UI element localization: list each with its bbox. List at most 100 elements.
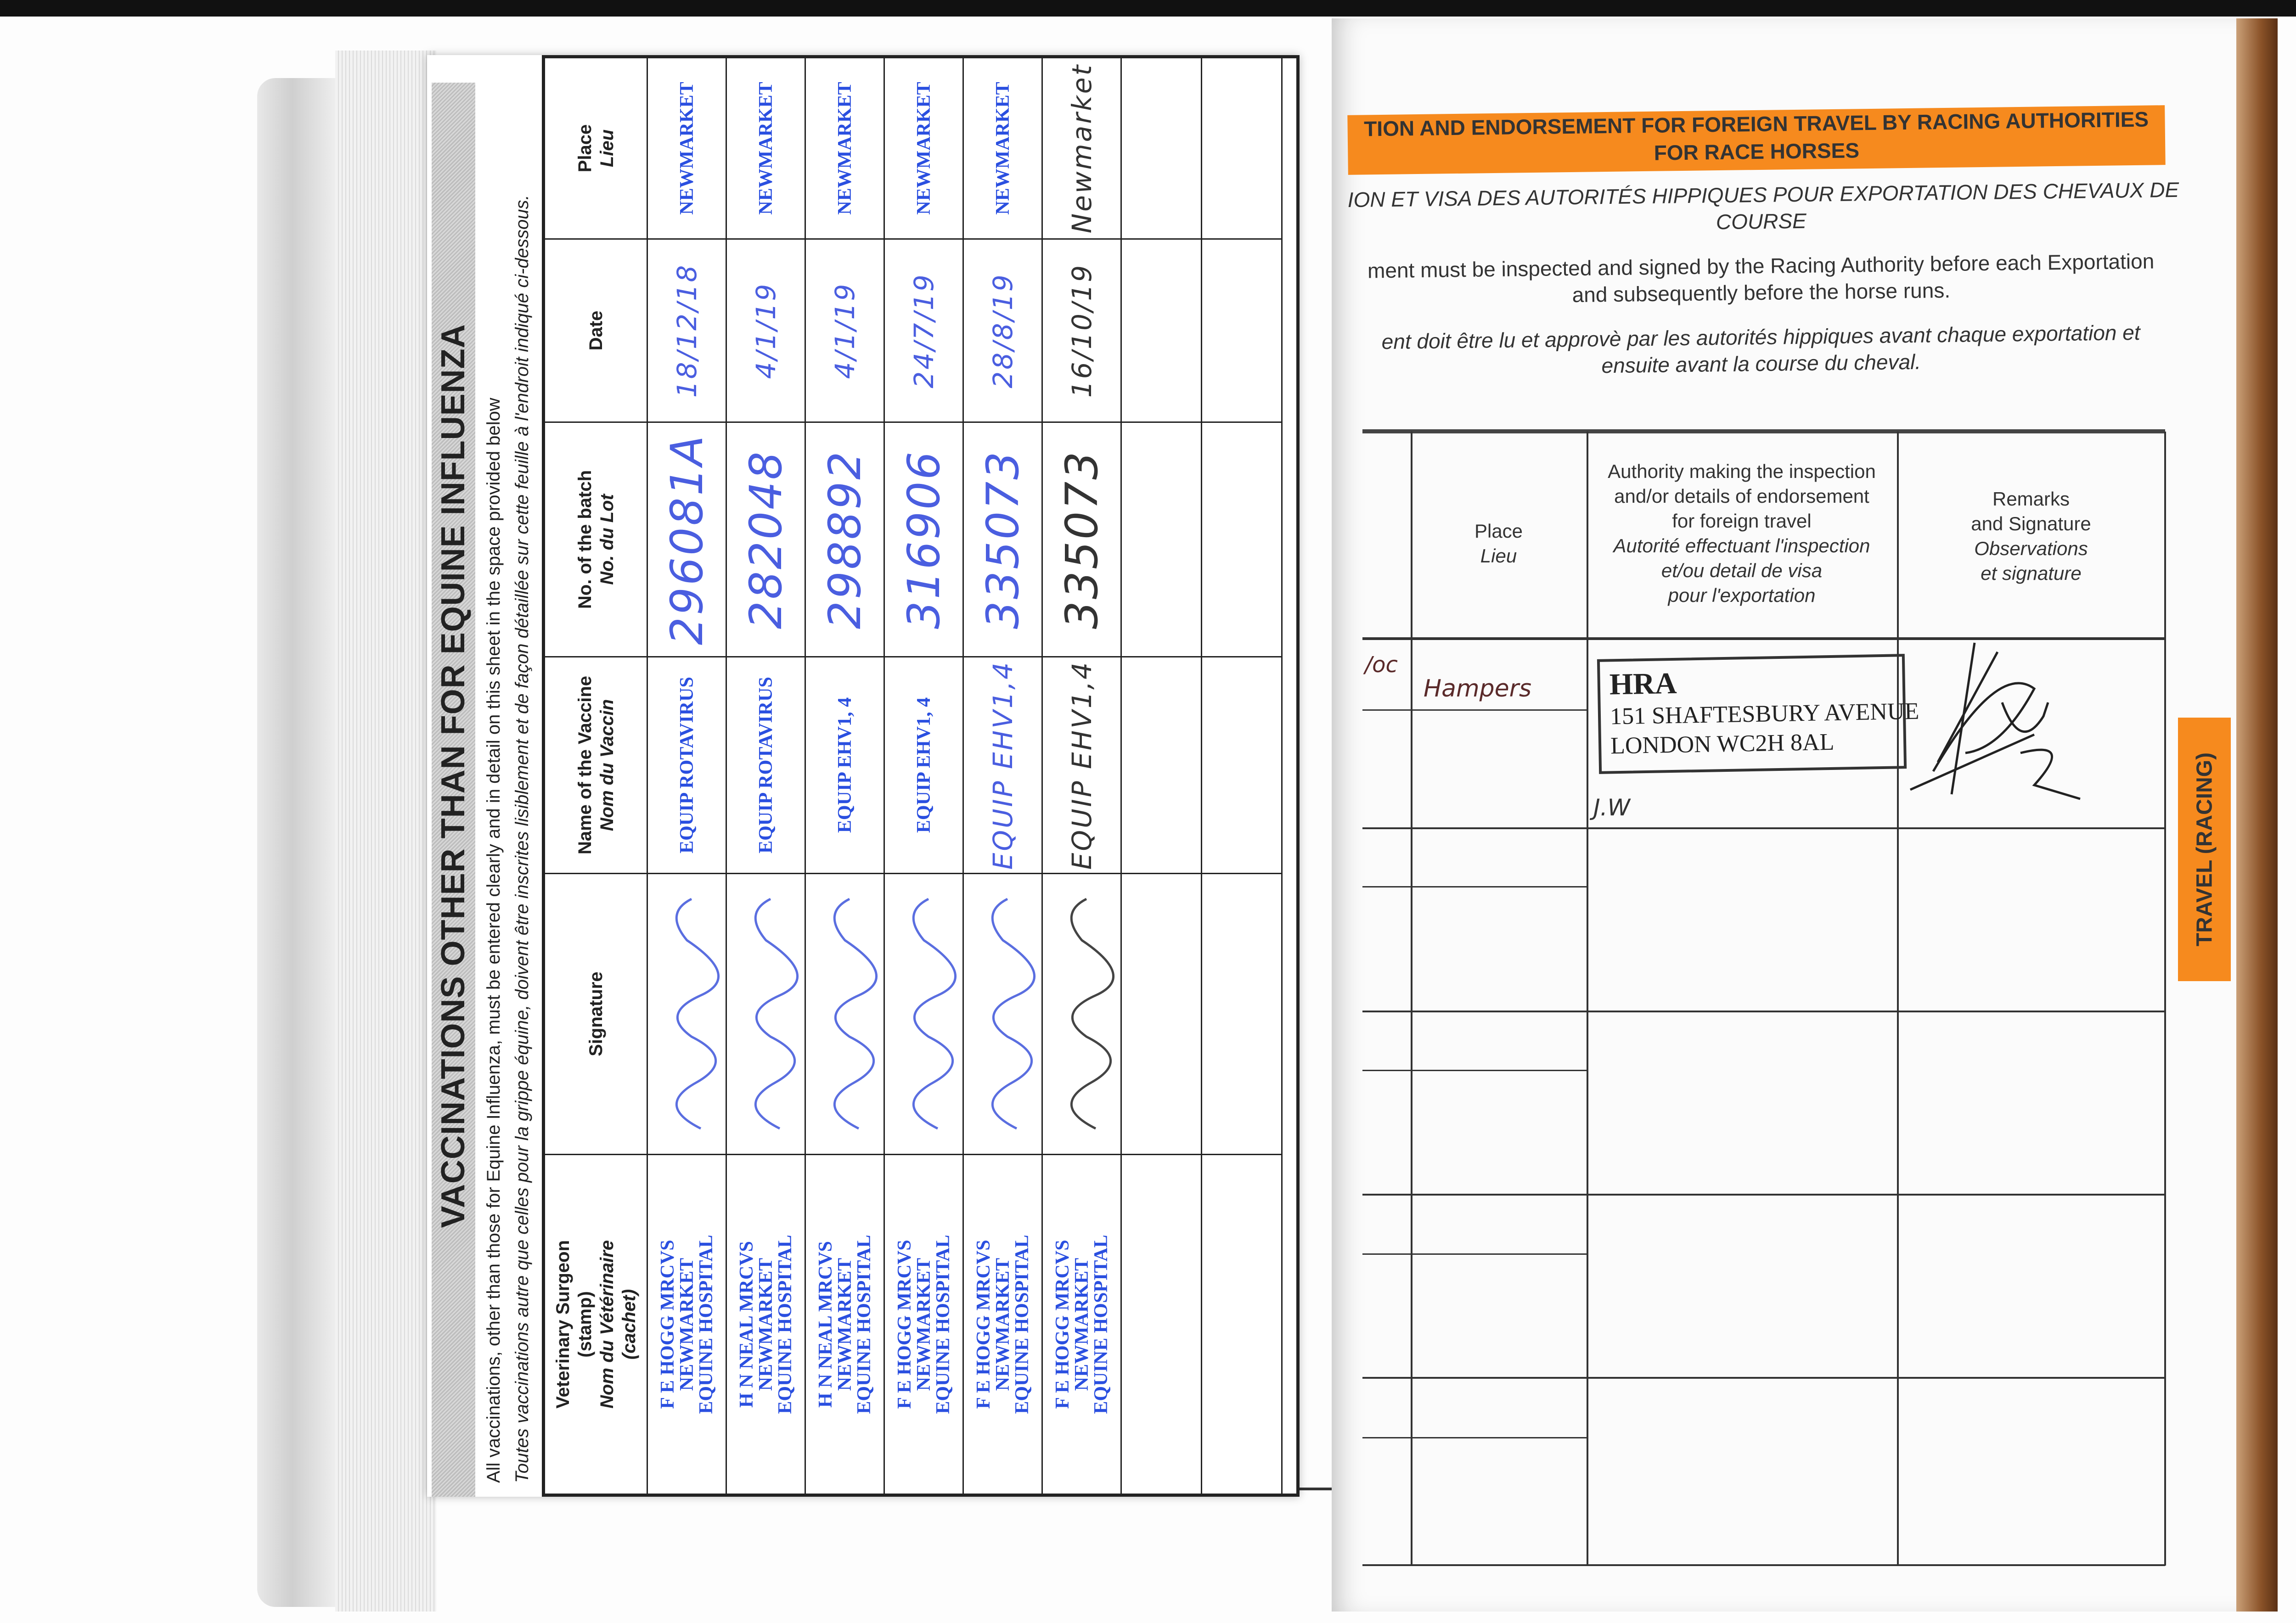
entry-place: Hampers xyxy=(1424,675,1532,702)
signature-cell xyxy=(885,873,962,1154)
vaccine-cell: EQUIP EHV1,4 xyxy=(964,656,1041,873)
surgeon-stamp: F E HOGG MRCVS NEWMARKET EQUINE HOSPITAL xyxy=(894,1235,954,1414)
header-remarks-en-2: and Signature xyxy=(1971,513,2091,534)
batch-number: 296081A xyxy=(661,433,713,646)
column-header-en: Place xyxy=(574,124,595,173)
table-right-border xyxy=(2164,432,2166,1566)
vaccination-sheet: VACCINATIONS OTHER THAN FOR EQUINE INFLU… xyxy=(427,55,1300,1497)
header-authority-en-2: and/or details of endorsement xyxy=(1614,485,1869,507)
vaccine-cell: EQUIP EHV1,4 xyxy=(1043,656,1120,873)
batch-number: 316906 xyxy=(898,449,950,629)
column-header-en: Signature xyxy=(585,972,606,1056)
place-cell: NEWMARKET xyxy=(727,58,805,238)
surgeon-stamp-line: H N NEAL MRCVS xyxy=(736,1241,757,1408)
empty-cell xyxy=(1122,421,1201,656)
table-row: H N NEAL MRCVS NEWMARKET EQUINE HOSPITAL EQ… xyxy=(727,58,806,1494)
column-line xyxy=(1587,432,1588,1566)
surgeon-stamp: H N NEAL MRCVS NEWMARKET EQUINE HOSPITAL xyxy=(736,1235,796,1414)
header-authority-fr-3: pour l'exportation xyxy=(1668,584,1816,606)
column-header-text: No. of the batch No. du Lot xyxy=(574,470,618,609)
column-header-text: Place Lieu xyxy=(574,124,618,173)
place-cell: Newmarket xyxy=(1043,58,1120,238)
place-cell: NEWMARKET xyxy=(806,58,884,238)
header-place-en: Place xyxy=(1474,520,1523,542)
column-header-text: Signature xyxy=(585,972,607,1056)
header-authority-fr-2: et/ou detail de visa xyxy=(1661,560,1823,581)
place-name: NEWMARKET xyxy=(834,82,855,215)
column-header-fr: No. du Lot xyxy=(597,494,617,585)
vaccination-date: 16/10/19 xyxy=(1066,263,1097,398)
authority-signature xyxy=(1909,642,2081,800)
date-cell: 24/7/19 xyxy=(885,238,962,421)
scanner-edge xyxy=(0,0,2296,17)
surgeon-stamp-cell: H N NEAL MRCVS NEWMARKET EQUINE HOSPITAL xyxy=(806,1154,884,1494)
table-row: H N NEAL MRCVS NEWMARKET EQUINE HOSPITAL EQ… xyxy=(806,58,885,1494)
surgeon-stamp-line: EQUINE HOSPITAL xyxy=(1090,1235,1112,1414)
column-header-fr_sub: (cachet) xyxy=(619,1289,639,1360)
header-authority-fr-1: Autorité effectuant l'inspection xyxy=(1613,535,1870,556)
side-tab-label: TRAVEL (RACING) xyxy=(2192,752,2217,947)
surgeon-stamp: H N NEAL MRCVS NEWMARKET EQUINE HOSPITAL xyxy=(815,1235,875,1414)
row-line xyxy=(1362,827,2165,829)
surgeon-stamp-cell: F E HOGG MRCVS NEWMARKET EQUINE HOSPITAL xyxy=(648,1154,726,1494)
signature-cell xyxy=(727,873,805,1154)
vaccine-name: EQUIP ROTAVIRUS xyxy=(676,677,698,854)
header-authority: Authority making the inspection and/or d… xyxy=(1588,459,1895,608)
header-remarks: Remarks and Signature Observations et si… xyxy=(1897,487,2165,586)
header-remarks-fr-2: et signature xyxy=(1981,562,2082,584)
book-cover-edge xyxy=(257,78,344,1607)
surgeon-stamp-line: F E HOGG MRCVS xyxy=(1052,1240,1073,1409)
column-header: Place Lieu xyxy=(545,58,647,238)
header-remarks-fr-1: Observations xyxy=(1974,538,2088,559)
surgeon-stamp-line: EQUINE HOSPITAL xyxy=(695,1235,717,1414)
batch-cell: 282048 xyxy=(727,421,805,656)
stamp-line-2: 151 SHAFTESBURY AVENUE xyxy=(1609,698,1919,730)
vaccine-cell: EQUIP EHV1, 4 xyxy=(885,656,962,873)
column-header-en: Date xyxy=(585,310,606,351)
signature-cell xyxy=(648,873,726,1154)
hra-stamp: HRA 151 SHAFTESBURY AVENUE LONDON WC2H 8… xyxy=(1597,654,1919,774)
column-header-text: Name of the Vaccine Nom du Vaccin xyxy=(574,676,618,854)
stamp-line-3: LONDON WC2H 8AL xyxy=(1610,729,1835,759)
vaccine-name: EQUIP EHV1,4 xyxy=(987,660,1019,870)
vaccine-name: EQUIP ROTAVIRUS xyxy=(755,677,777,854)
place-name: NEWMARKET xyxy=(755,82,777,215)
surgeon-stamp-line: NEWMARKET xyxy=(913,1258,934,1391)
column-header: Date xyxy=(545,238,647,421)
empty-cell xyxy=(1202,873,1281,1154)
column-header: Signature xyxy=(545,873,647,1154)
place-name: NEWMARKET xyxy=(913,82,934,215)
surgeon-stamp-line: EQUINE HOSPITAL xyxy=(1011,1235,1033,1414)
column-header: No. of the batch No. du Lot xyxy=(545,421,647,656)
surgeon-stamp-line: NEWMARKET xyxy=(992,1258,1013,1391)
empty-cell xyxy=(1202,656,1281,873)
stamp-line-1: HRA xyxy=(1609,666,1677,702)
vaccination-date: 28/8/19 xyxy=(987,273,1019,388)
signature-cell xyxy=(964,873,1041,1154)
empty-cell xyxy=(1122,58,1201,238)
batch-cell: 316906 xyxy=(885,421,962,656)
empty-cell xyxy=(1122,238,1201,421)
empty-cell xyxy=(1202,58,1281,238)
place-name: NEWMARKET xyxy=(992,82,1013,215)
table-row: F E HOGG MRCVS NEWMARKET EQUINE HOSPITAL EQ… xyxy=(1043,58,1122,1494)
entry-date-fragment: /oc xyxy=(1365,652,1398,678)
side-tab-travel-racing[interactable]: TRAVEL (RACING) xyxy=(2178,718,2231,981)
row-line xyxy=(1362,637,2165,640)
table-row: F E HOGG MRCVS NEWMARKET EQUINE HOSPITAL EQ… xyxy=(964,58,1043,1494)
column-header-fr: Lieu xyxy=(597,129,617,168)
surgeon-stamp-line: NEWMARKET xyxy=(676,1258,698,1391)
date-cell: 28/8/19 xyxy=(964,238,1041,421)
column-header-text: Date xyxy=(585,311,607,351)
table-row: F E HOGG MRCVS NEWMARKET EQUINE HOSPITAL EQ… xyxy=(885,58,964,1494)
batch-number: 298892 xyxy=(819,449,871,629)
empty-cell xyxy=(1122,1154,1201,1494)
signature-scribble xyxy=(912,898,957,1130)
header-authority-en-3: for foreign travel xyxy=(1672,510,1812,532)
place-name: NEWMARKET xyxy=(676,82,698,215)
batch-number: 335073 xyxy=(1056,449,1108,629)
instruction-fr: ent doit être lu et approvè par les auto… xyxy=(1347,319,2174,382)
signature-cell xyxy=(806,873,884,1154)
vaccine-name: EQUIP EHV1, 4 xyxy=(834,697,855,833)
vaccination-date: 24/7/19 xyxy=(908,273,940,388)
